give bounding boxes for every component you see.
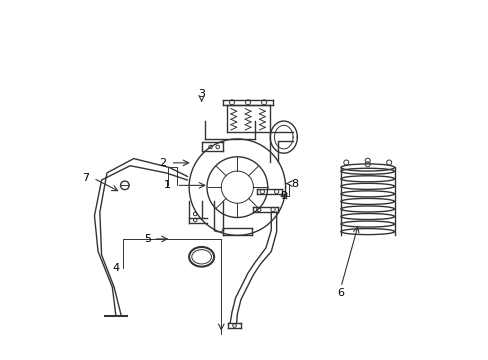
Text: 1: 1: [164, 180, 171, 190]
Text: 4: 4: [112, 262, 119, 273]
Text: 6: 6: [337, 288, 344, 297]
Text: 7: 7: [82, 173, 89, 183]
Text: 3: 3: [198, 89, 204, 99]
Text: 5: 5: [144, 234, 151, 244]
Text: 9: 9: [280, 191, 287, 201]
Text: 8: 8: [290, 179, 298, 189]
Ellipse shape: [214, 226, 223, 230]
Text: 2: 2: [159, 158, 165, 168]
Ellipse shape: [191, 249, 211, 264]
